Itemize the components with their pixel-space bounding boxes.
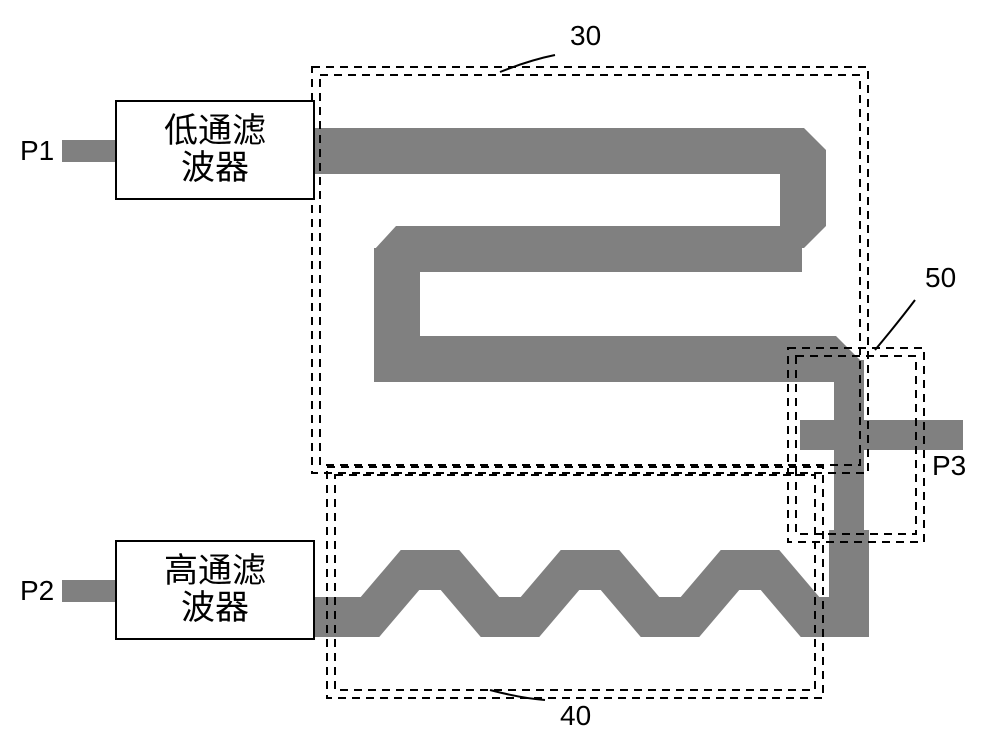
port-p1-label: P1 [20, 135, 54, 167]
highpass-filter-label: 高通滤波器 [164, 553, 266, 628]
callout-30-label: 30 [570, 20, 601, 52]
highpass-filter-box: 高通滤波器 [115, 540, 315, 640]
callout-40-label: 40 [560, 700, 591, 732]
lowpass-filter-label: 低通滤波器 [164, 113, 266, 188]
port-p2-label: P2 [20, 575, 54, 607]
callout-50-label: 50 [925, 262, 956, 294]
port-p3-label: P3 [932, 450, 966, 482]
lowpass-filter-box: 低通滤波器 [115, 100, 315, 200]
